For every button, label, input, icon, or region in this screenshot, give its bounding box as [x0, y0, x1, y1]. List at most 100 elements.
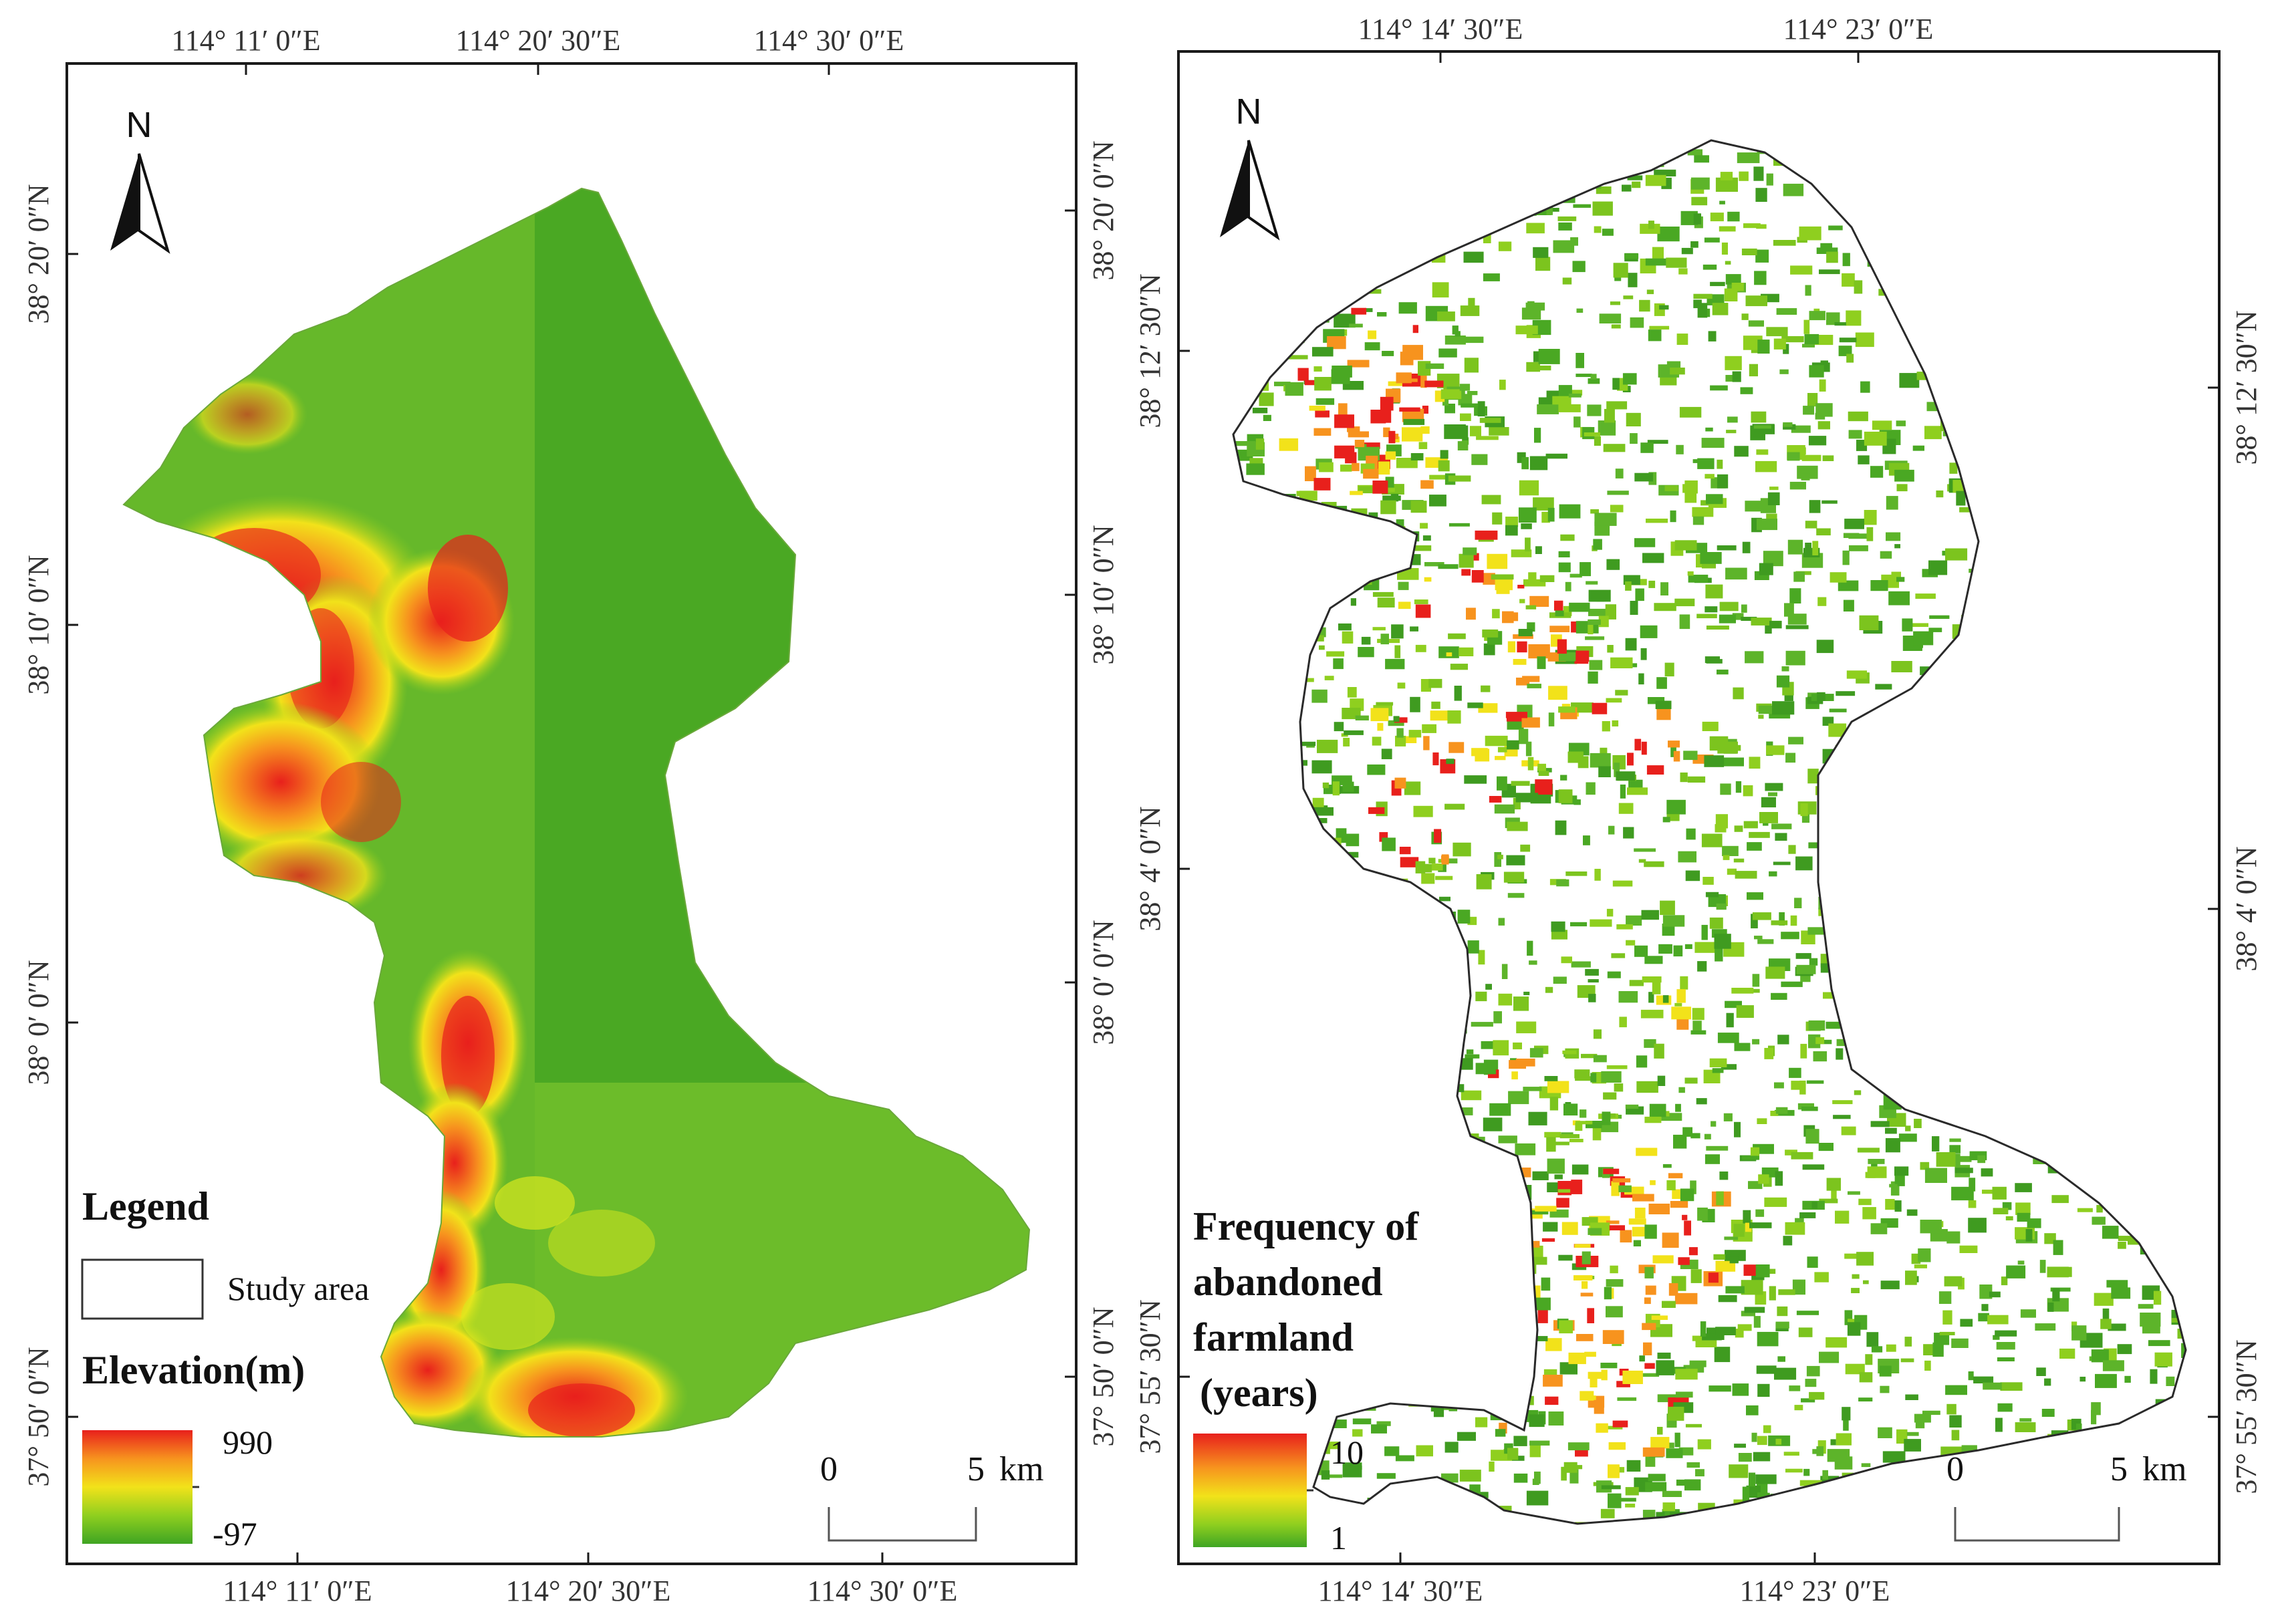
- farmland-patch: [1398, 302, 1417, 314]
- farmland-patch: [2053, 1240, 2063, 1255]
- farmland-patch: [1553, 976, 1567, 984]
- farmland-patch: [1559, 1362, 1577, 1375]
- farmland-patch: [1608, 825, 1615, 835]
- farmland-patch: [1525, 537, 1531, 552]
- farmland-patch: [1894, 1200, 1902, 1212]
- farmland-patch: [1827, 1449, 1850, 1462]
- farmland-patch: [1424, 577, 1432, 582]
- farmland-patch: [1593, 1029, 1602, 1039]
- farmland-patch: [1796, 1311, 1819, 1315]
- farmland-patch: [1918, 1248, 1931, 1262]
- farmland-patch: [2006, 1265, 2026, 1278]
- farmland-patch: [1628, 273, 1638, 287]
- farmland-patch: [1457, 910, 1471, 924]
- farmland-patch: [1993, 1208, 2009, 1214]
- farmland-patch: [1896, 484, 1908, 492]
- farmland-patch: [1934, 1333, 1950, 1345]
- farmland-patch: [1334, 414, 1354, 428]
- farmland-patch: [2117, 1344, 2132, 1355]
- farmland-patch: [1741, 1311, 1755, 1317]
- left-left-tick-label: 38° 20′ 0″N: [22, 184, 55, 323]
- farmland-patch: [1694, 942, 1717, 953]
- farmland-patch: [1513, 797, 1521, 810]
- farmland-patch: [1538, 771, 1549, 776]
- farmland-patch: [1736, 1005, 1754, 1018]
- farmland-patch: [1618, 803, 1634, 814]
- farmland-patch: [1717, 474, 1729, 489]
- farmland-patch: [1429, 495, 1446, 507]
- farmland-patch: [1482, 629, 1499, 638]
- farmland-patch: [1612, 1178, 1631, 1183]
- farmland-patch: [1886, 1344, 1896, 1352]
- farmland-patch: [1733, 687, 1744, 700]
- farmland-patch: [2077, 1208, 2093, 1212]
- farmland-patch: [1864, 431, 1887, 446]
- farmland-patch: [2019, 1418, 2032, 1422]
- farmland-patch: [1571, 1180, 1583, 1194]
- farmland-patch: [1805, 1129, 1819, 1144]
- farmland-patch: [1608, 1442, 1626, 1450]
- farmland-patch: [2094, 1293, 2114, 1306]
- farmland-patch: [1440, 389, 1462, 400]
- farmland-patch: [1372, 627, 1386, 631]
- farmland-patch: [1751, 1432, 1757, 1442]
- farmland-patch: [1697, 961, 1707, 972]
- farmland-patch: [1461, 403, 1479, 408]
- farmland-patch: [1559, 1134, 1580, 1139]
- farmland-patch: [1725, 274, 1741, 285]
- farmland-patch: [1429, 475, 1448, 480]
- farmland-patch: [1571, 1164, 1589, 1175]
- farmland-patch: [1662, 1502, 1675, 1512]
- farmland-patch: [1432, 282, 1449, 298]
- farmland-patch: [2095, 1373, 2117, 1388]
- farmland-patch: [1431, 701, 1440, 709]
- farmland-patch: [1732, 1383, 1749, 1396]
- farmland-patch: [1620, 1230, 1632, 1243]
- farmland-patch: [1777, 1356, 1785, 1362]
- farmland-patch: [1448, 858, 1458, 863]
- farmland-patch: [1415, 861, 1426, 873]
- farmland-patch: [1701, 924, 1708, 940]
- farmland-patch: [1746, 1485, 1761, 1498]
- farmland-patch: [1380, 500, 1396, 515]
- farmland-patch: [1662, 1301, 1676, 1308]
- farmland-patch: [1424, 380, 1444, 388]
- farmland-patch: [1756, 1365, 1777, 1374]
- farmland-patch: [2102, 1360, 2124, 1371]
- farmland-patch: [1588, 378, 1600, 384]
- farmland-patch: [1587, 404, 1602, 416]
- farmland-patch: [1805, 521, 1817, 529]
- farmland-patch: [1627, 753, 1634, 766]
- elevation-legend: Legend Study area Elevation(m) 990 -97: [81, 1184, 369, 1552]
- farmland-patch: [1599, 313, 1622, 323]
- farmland-patch: [1819, 1351, 1840, 1363]
- farmland-patch: [1773, 240, 1796, 246]
- left-top-axis-ticks: 114° 11′ 0″E 114° 20′ 30″E 114° 30′ 0″E: [171, 24, 904, 75]
- farmland-patch: [1846, 310, 1862, 326]
- farmland-patch: [1743, 223, 1761, 229]
- farmland-patch: [1743, 785, 1753, 797]
- farmland-patch: [1434, 829, 1442, 843]
- farmland-patch: [1347, 426, 1360, 432]
- farmland-patch: [1670, 1201, 1688, 1208]
- farmland-patch: [1561, 1222, 1578, 1235]
- farmland-patch: [1634, 738, 1642, 751]
- farmland-patch: [1648, 1474, 1666, 1482]
- farmland-patch: [1625, 581, 1632, 591]
- farmland-patch: [1959, 1245, 1978, 1253]
- farmland-patch: [1705, 606, 1718, 613]
- farmland-patch: [1583, 835, 1590, 845]
- farmland-patch: [1668, 1283, 1678, 1296]
- farmland-patch: [1492, 512, 1503, 525]
- farmland-patch: [1648, 992, 1654, 1003]
- farmland-patch: [1588, 979, 1599, 983]
- farmland-patch: [1855, 332, 1874, 348]
- farmland-patch: [1841, 1126, 1856, 1135]
- farmland-patch: [1498, 241, 1512, 251]
- farmland-patch: [1761, 797, 1776, 808]
- farmland-patch: [1735, 781, 1742, 793]
- farmland-patch: [1614, 1083, 1624, 1092]
- farmland-patch: [1775, 1171, 1783, 1186]
- farmland-patch: [1702, 721, 1719, 731]
- farmland-patch: [1898, 1133, 1917, 1142]
